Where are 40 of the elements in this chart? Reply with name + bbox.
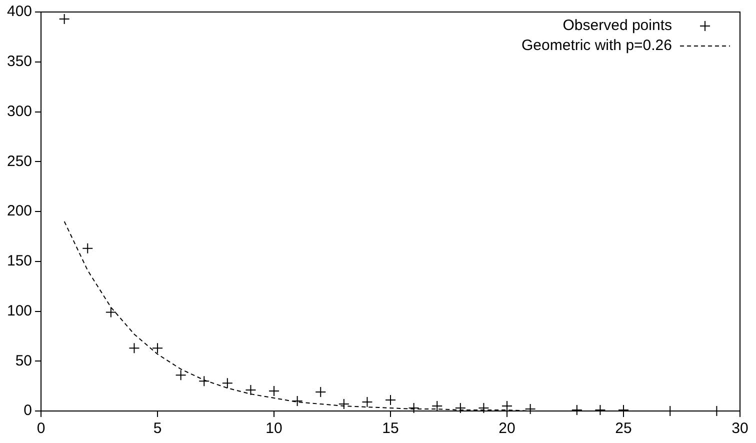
y-tick-label: 0 xyxy=(24,402,32,420)
point xyxy=(222,378,233,389)
x-tick-label: 25 xyxy=(615,420,632,438)
point xyxy=(362,396,373,408)
point xyxy=(432,400,443,412)
y-tick-label: 100 xyxy=(6,302,32,320)
point xyxy=(315,386,326,398)
legend-label: Observed points xyxy=(562,17,672,34)
point xyxy=(152,342,164,354)
y-tick-label: 300 xyxy=(6,102,32,120)
point xyxy=(198,376,210,387)
point xyxy=(385,394,396,406)
point xyxy=(245,384,256,396)
y-tick-label: 200 xyxy=(6,202,32,220)
point xyxy=(524,404,536,415)
point xyxy=(408,402,420,414)
x-tick-label: 0 xyxy=(36,420,46,438)
legend-label: Geometric with p=0.26 xyxy=(522,37,672,54)
x-tick-label: 20 xyxy=(498,420,516,438)
point xyxy=(175,370,186,381)
y-tick-label: 350 xyxy=(6,53,32,70)
x-tick-label: 10 xyxy=(266,420,282,438)
point xyxy=(268,386,280,397)
point xyxy=(454,402,466,414)
y-tick-label: 50 xyxy=(15,352,32,370)
point xyxy=(128,342,140,354)
point xyxy=(82,242,94,254)
point xyxy=(105,306,116,318)
point xyxy=(594,404,606,416)
point xyxy=(338,398,350,410)
y-tick-label: 400 xyxy=(6,3,32,20)
y-tick-label: 250 xyxy=(6,152,32,170)
x-tick-label: 30 xyxy=(732,420,748,438)
point xyxy=(571,404,582,416)
x-tick-label: 5 xyxy=(153,420,162,438)
y-tick-label: 150 xyxy=(6,252,32,270)
point xyxy=(478,402,490,414)
point xyxy=(292,396,303,407)
x-tick-label: 15 xyxy=(382,420,399,438)
point xyxy=(58,13,70,24)
